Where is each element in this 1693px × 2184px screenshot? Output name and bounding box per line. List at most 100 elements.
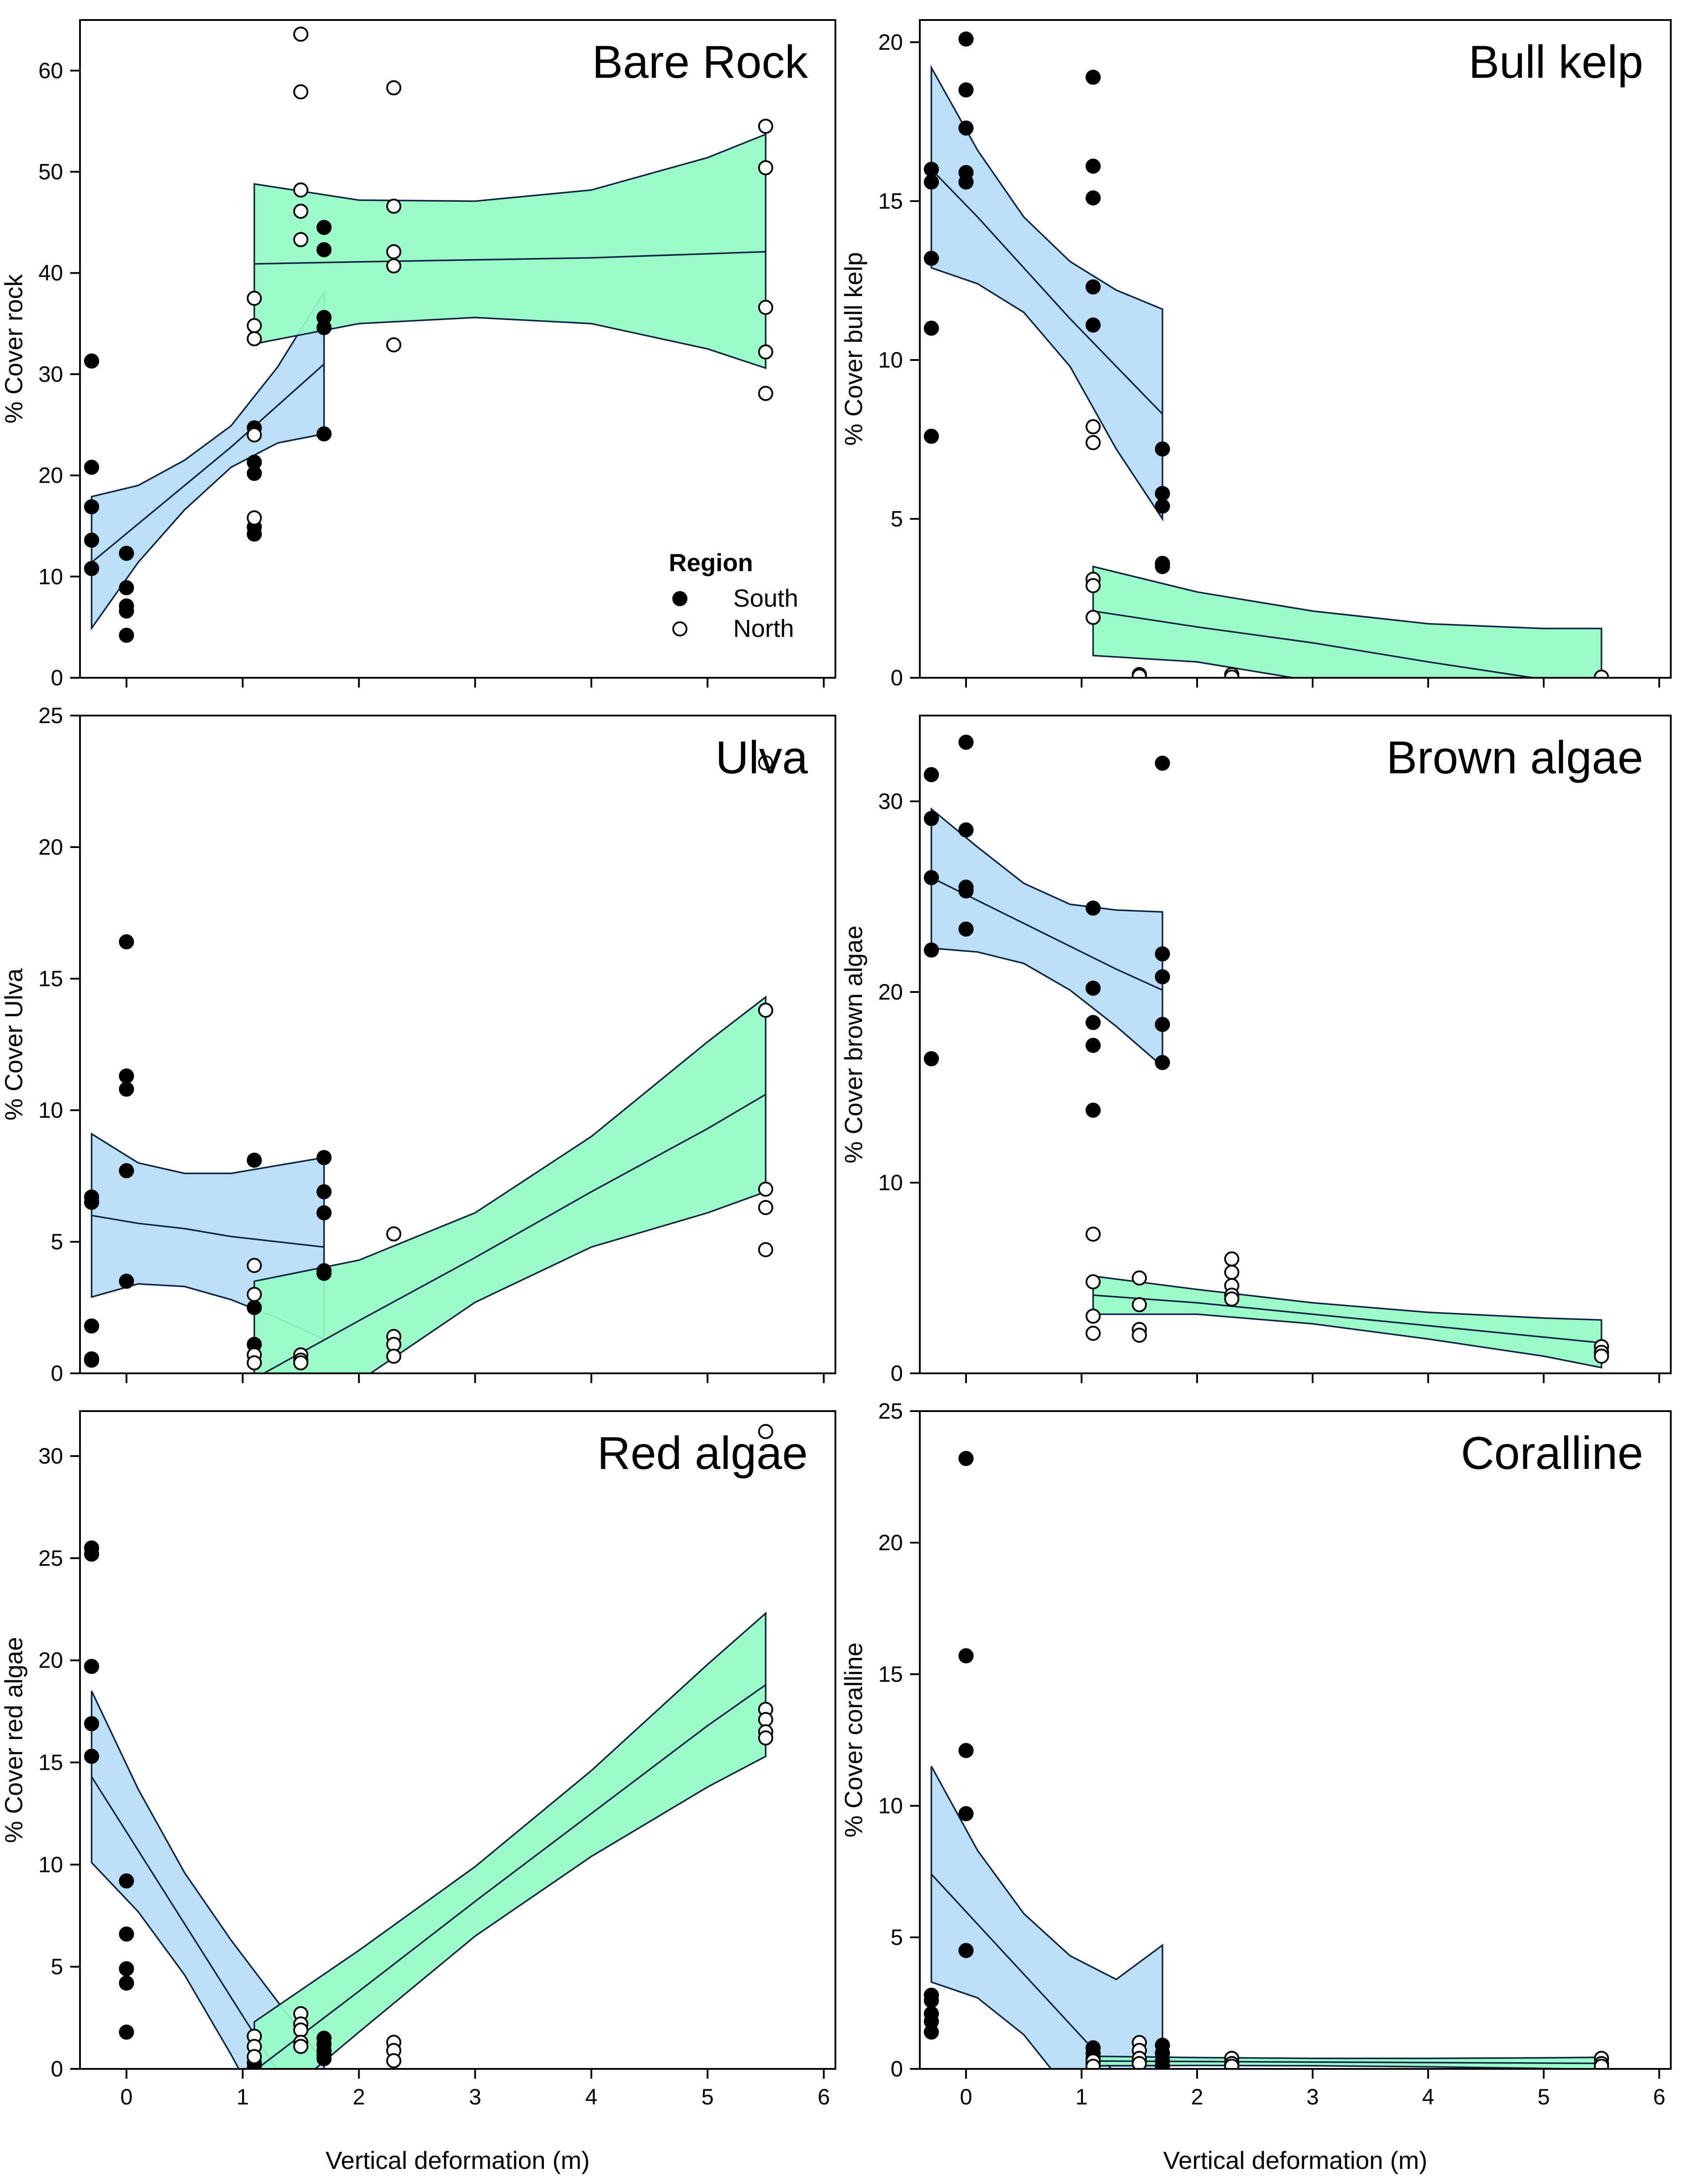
data-point-north (1086, 1274, 1101, 1290)
y-tick-label: 20 (38, 835, 63, 860)
data-point-north (1594, 2059, 1609, 2069)
data-point-north (1086, 435, 1101, 450)
plot-frame (79, 19, 836, 679)
data-point-north (293, 2039, 308, 2054)
fit-line-north (262, 1093, 766, 1373)
data-point-north (293, 204, 308, 219)
data-point-north (758, 300, 774, 315)
data-point-south (316, 426, 332, 442)
y-tick-label: 10 (878, 1170, 903, 1195)
confidence-band-south (930, 807, 1163, 1068)
data-point-north (1132, 668, 1147, 678)
y-tick-label: 10 (38, 564, 63, 589)
data-point-north (758, 755, 774, 771)
data-point-south (84, 532, 100, 548)
data-point-south (1086, 279, 1101, 295)
y-tick-label: 15 (878, 189, 903, 214)
legend-label-north: North (733, 614, 794, 642)
data-point-south (84, 460, 100, 475)
data-point-south (84, 1352, 100, 1368)
data-point-north (293, 182, 308, 198)
x-tick-label: 0 (960, 2084, 972, 2109)
plot-area (924, 735, 1609, 1369)
y-axis-label: % Cover coralline (839, 1643, 867, 1838)
fit-line-north (256, 1684, 767, 2069)
data-point-south (1086, 1015, 1101, 1030)
data-point-south (316, 1150, 332, 1165)
y-tick-label: 25 (38, 1546, 63, 1571)
fit-line-north (1093, 1294, 1602, 1344)
x-tick-label: 3 (469, 2084, 481, 2109)
y-axis-label: % Cover Ulva (0, 968, 28, 1120)
y-tick-label: 40 (38, 260, 63, 285)
confidence-band-north (1092, 565, 1602, 678)
data-point-south (958, 1806, 974, 1821)
data-point-north (247, 1355, 262, 1371)
data-point-south (316, 1266, 332, 1281)
data-point-north (1132, 1270, 1147, 1286)
data-point-south (958, 735, 974, 750)
data-point-north (758, 1003, 774, 1018)
y-tick-label: 0 (51, 1361, 63, 1386)
data-point-south (84, 1318, 100, 1334)
panel-red-algae: 0 1 2 3 4 5 6 0 5 10 15 20 25 30 % Cover red algae Red … (0, 1410, 836, 2174)
data-point-south (958, 822, 974, 838)
panel-title: Coralline (1461, 1428, 1643, 1479)
x-tick-label: 3 (1306, 2084, 1319, 2109)
legend-title: Region (669, 548, 753, 576)
data-point-south (84, 499, 100, 515)
y-tick-label: 10 (38, 1098, 63, 1123)
data-point-south (924, 162, 939, 177)
data-point-south (119, 545, 134, 561)
y-tick-label: 20 (38, 463, 63, 488)
plot-frame (79, 1410, 836, 2070)
confidence-band-south (91, 289, 325, 631)
y-tick-label: 15 (38, 1750, 63, 1775)
data-point-north (1086, 610, 1101, 625)
x-tick-label: 0 (120, 2084, 133, 2109)
data-point-north (247, 291, 262, 306)
data-point-south (84, 1748, 100, 1764)
data-point-south (1155, 969, 1170, 984)
y-tick-label: 10 (878, 348, 903, 372)
plot-area (924, 31, 1609, 678)
fit-line-south (91, 1215, 324, 1248)
x-tick-label: 4 (585, 2084, 598, 2109)
plot-area (84, 26, 774, 643)
data-point-north (758, 344, 774, 360)
data-point-south (958, 82, 974, 98)
data-point-north (1086, 1325, 1101, 1341)
x-tick-label: 5 (1537, 2084, 1550, 2109)
data-point-south (958, 174, 974, 190)
data-point-north (1086, 2059, 1101, 2069)
data-point-south (924, 767, 939, 782)
data-point-north (1086, 1308, 1101, 1324)
y-tick-label: 10 (38, 1852, 63, 1877)
data-point-north (1086, 1226, 1101, 1242)
data-point-south (1086, 158, 1101, 174)
data-point-south (958, 1943, 974, 1958)
data-point-north (1224, 1251, 1239, 1267)
data-point-north (386, 198, 402, 214)
plot-frame (919, 19, 1672, 679)
fit-line-south (930, 1873, 1113, 2069)
data-point-south (1155, 486, 1170, 501)
data-point-south (316, 1205, 332, 1220)
y-tick-label: 5 (890, 507, 903, 532)
data-point-south (958, 1451, 974, 1466)
data-point-south (316, 2051, 332, 2067)
x-tick-label: 6 (818, 2084, 830, 2109)
data-point-north (293, 1355, 308, 1371)
data-point-north (758, 1424, 774, 1439)
confidence-band-north (253, 995, 767, 1373)
data-point-south (1155, 498, 1170, 514)
y-axis-label: % Cover brown algae (839, 925, 867, 1163)
y-axis-label: % Cover rock (0, 274, 28, 424)
fit-line-north (1093, 2060, 1602, 2064)
data-point-south (119, 1873, 134, 1889)
panel-bare-rock: 0 10 20 30 40 50 60 % Cover rock Bare Rock Region… (0, 19, 836, 690)
data-point-south (119, 580, 134, 596)
x-axis-label: Vertical deformation (m) (326, 2146, 590, 2174)
